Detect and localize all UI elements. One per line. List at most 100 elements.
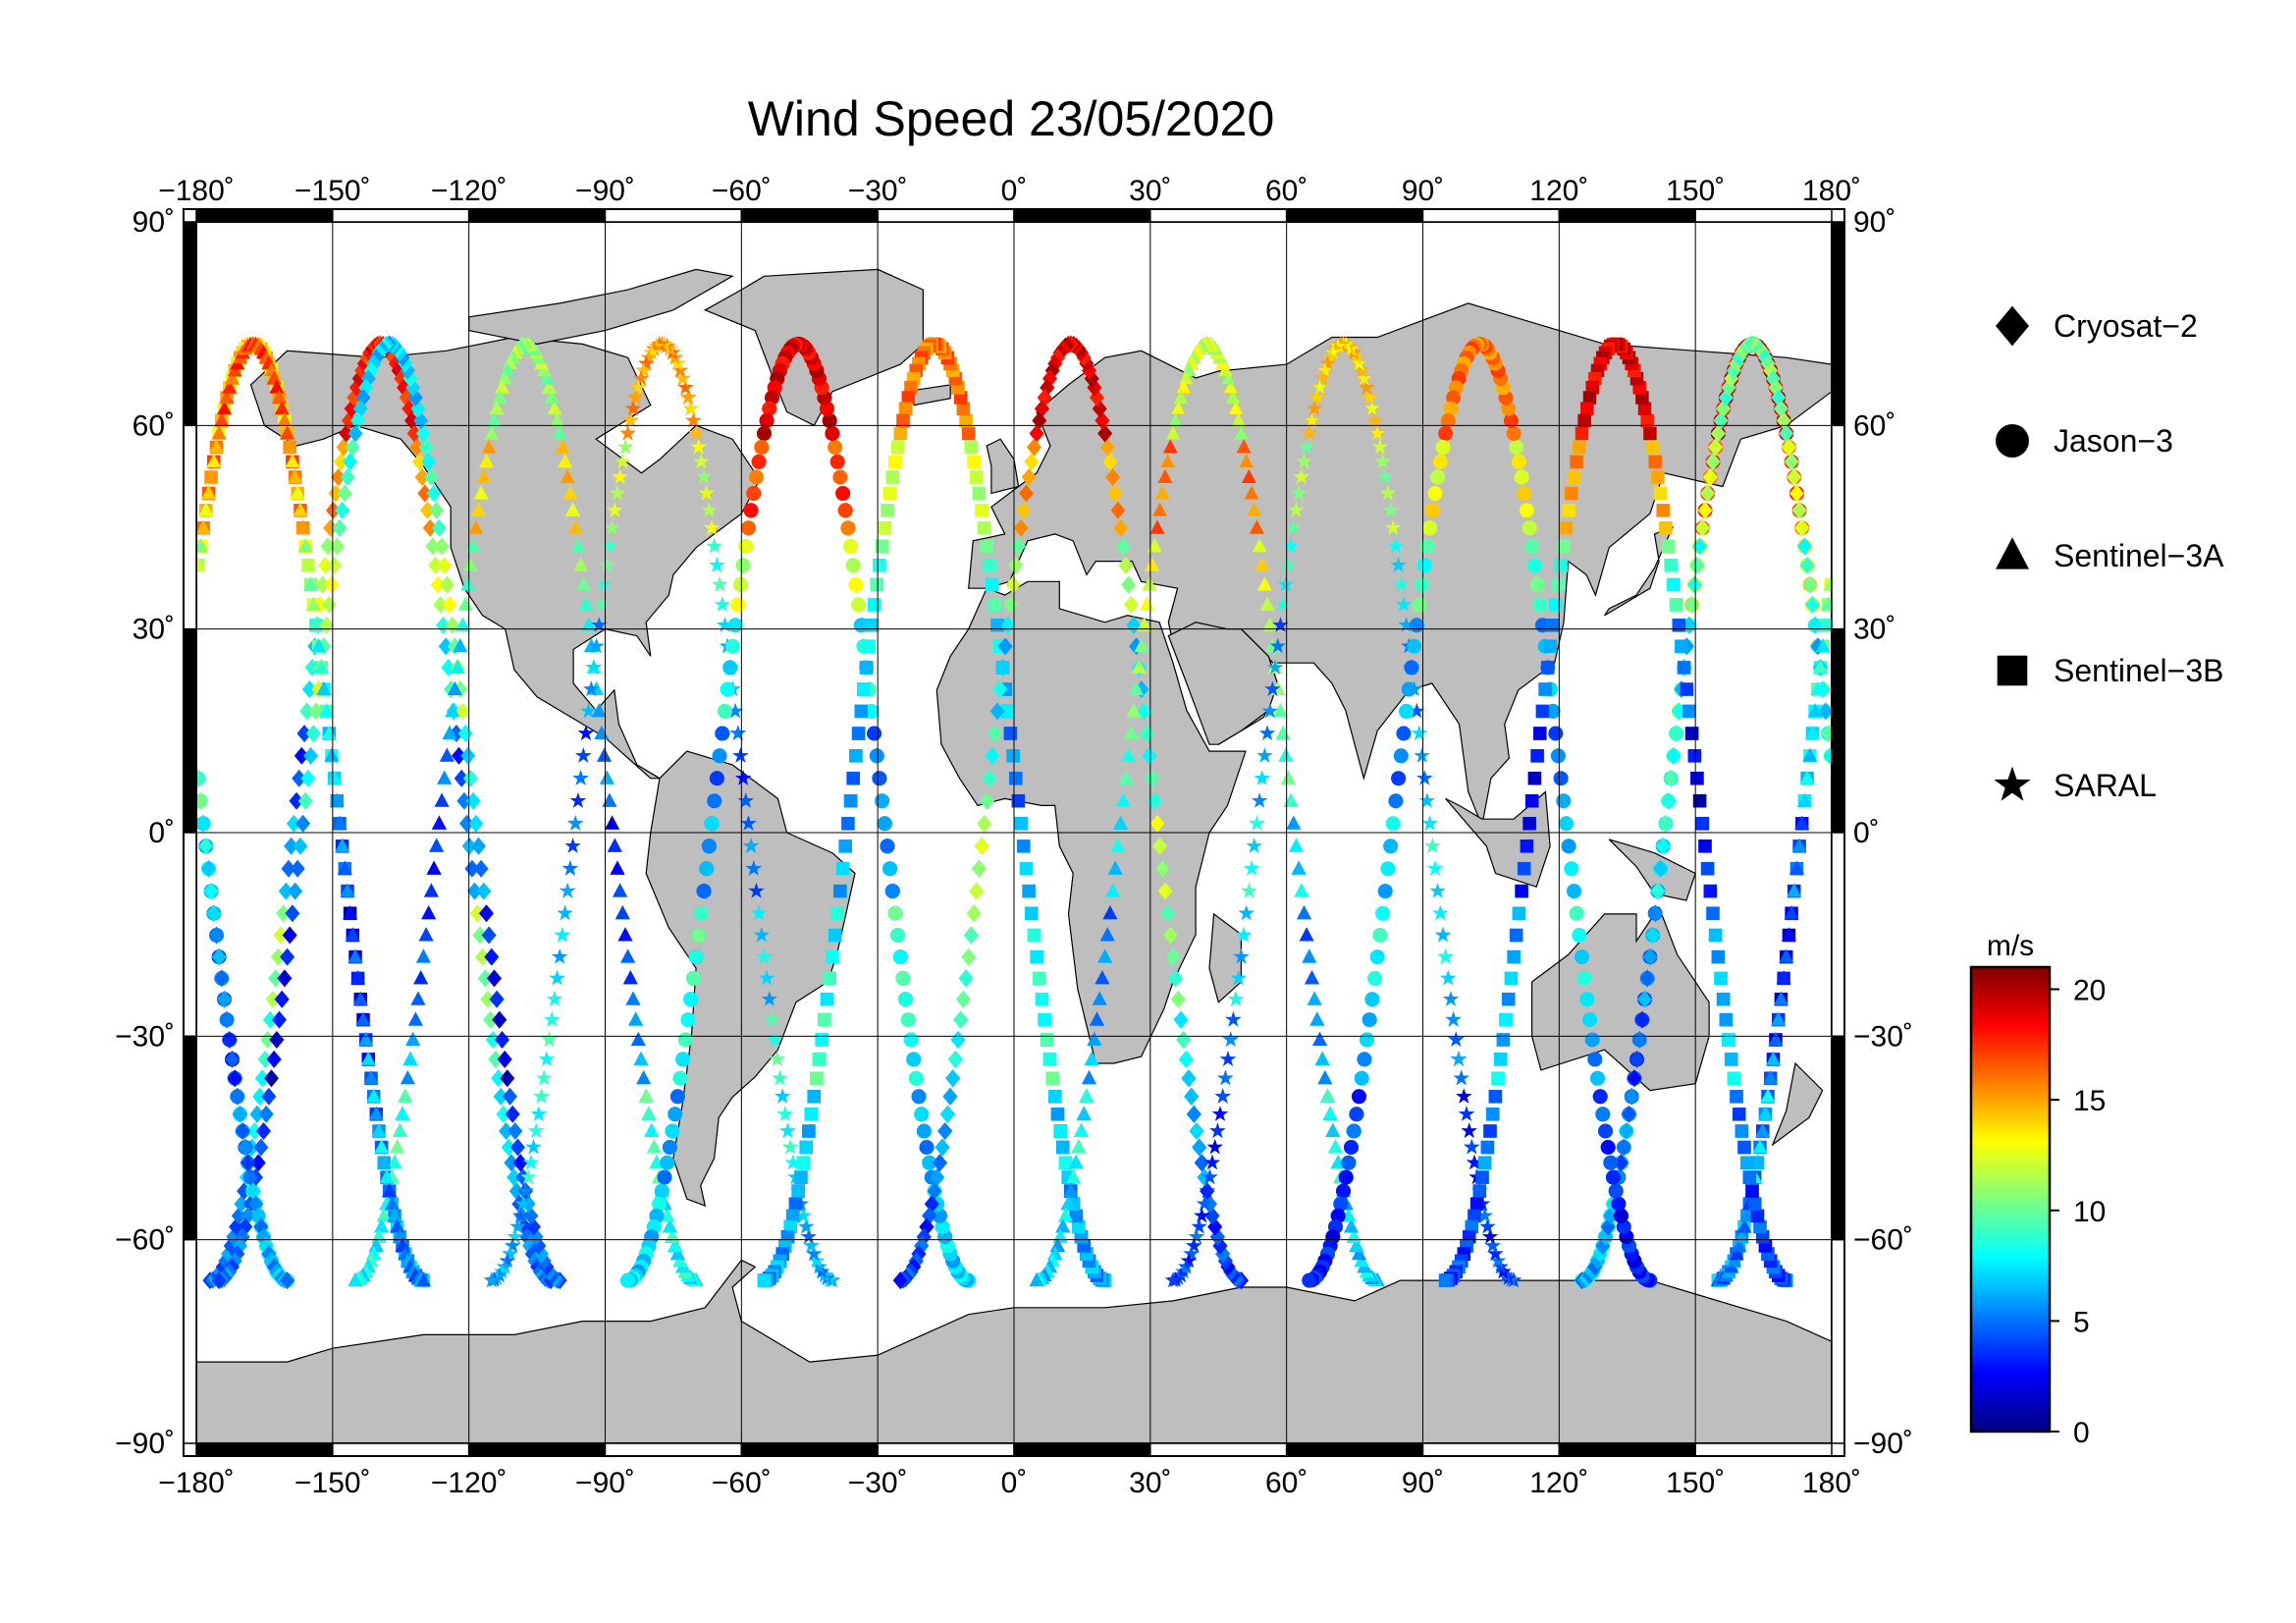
track-point [717,617,733,632]
track-point [649,1208,665,1223]
track-point [1115,792,1131,807]
legend-marker-square [1997,655,2028,686]
track-point [1147,791,1162,810]
track-point [324,575,340,594]
track-point [1580,402,1594,415]
track-point [638,354,655,371]
track-point [1107,484,1123,503]
track-point [593,596,611,612]
track-point [1802,747,1818,762]
track-point [1779,424,1794,443]
track-point [687,424,705,441]
track-point [1684,727,1699,740]
track-point [1799,770,1815,784]
track-point [617,927,633,942]
track-point [488,1050,504,1068]
track-point [421,904,437,920]
track-point [297,538,313,553]
track-point [209,439,224,454]
track-point [477,969,493,988]
track-point [437,556,453,574]
track-point [234,1195,249,1214]
track-point [1382,502,1399,517]
track-point [1643,426,1657,441]
track-point [691,928,707,943]
track-point [1556,793,1572,809]
track-point [1003,727,1018,740]
track-point [414,468,430,486]
track-point [1110,501,1126,519]
track-point [196,769,206,787]
track-point [1757,1106,1773,1120]
track-point [632,370,650,386]
track-point [1264,680,1281,696]
track-point [869,748,884,764]
track-point [989,702,1005,721]
track-point [1553,771,1569,786]
track-point [1435,440,1451,455]
track-point [620,948,636,963]
track-point [503,1087,517,1106]
lat-tick-label-left: 30˚ [133,614,175,646]
track-point [313,659,329,674]
track-point [977,814,992,833]
track-point [1437,948,1454,964]
track-point [667,1107,683,1122]
track-point [1424,503,1440,518]
track-point [1682,616,1697,634]
track-point [908,1070,924,1086]
track-point [1481,1228,1499,1244]
track-point [335,838,350,852]
track-point [748,883,765,898]
track-point [1779,948,1794,963]
track-point [898,992,914,1007]
track-point [885,470,900,484]
track-point [1600,1140,1616,1155]
track-point [835,486,851,501]
track-point [1201,1168,1218,1185]
track-point [1105,883,1121,897]
track-point [870,577,884,592]
track-point [358,1031,374,1046]
track-point [1025,906,1039,920]
track-point [1010,537,1026,556]
track-point [270,947,286,966]
track-point [757,1273,772,1287]
track-point [222,1031,238,1049]
track-point [939,1105,955,1123]
track-point [1789,484,1804,503]
track-point [1126,616,1142,634]
track-point [1306,400,1323,416]
track-point [1238,904,1255,921]
track-point [410,991,426,1005]
track-point [1235,926,1253,943]
track-point [1145,557,1160,571]
track-point [282,439,297,454]
track-point [1522,520,1537,536]
track-point [1658,814,1674,833]
track-point [1585,381,1599,395]
track-point [1698,839,1712,853]
track-point [1496,1033,1511,1047]
track-point [337,484,352,503]
track-point [1804,595,1820,614]
track-point [1781,438,1796,457]
track-point [1706,906,1720,920]
track-point [1398,617,1415,632]
track-point [1107,860,1123,875]
track-point [445,616,460,634]
track-point [569,792,587,808]
track-point [1514,469,1529,485]
track-point [729,725,746,740]
tick-labels: −180˚ −180˚ −150˚ −150˚ −120˚ −120˚ −90˚ −90˚ −6… [115,175,1913,1499]
track-point [494,1263,510,1279]
track-point [630,1031,646,1046]
track-point [1199,1182,1215,1199]
track-point [479,904,494,923]
track-point [1575,949,1589,965]
track-point [257,1050,273,1068]
track-point [1178,1258,1195,1274]
lon-tick-label-top: 180˚ [1802,175,1861,207]
track-point [1305,970,1319,985]
track-point [437,770,453,784]
